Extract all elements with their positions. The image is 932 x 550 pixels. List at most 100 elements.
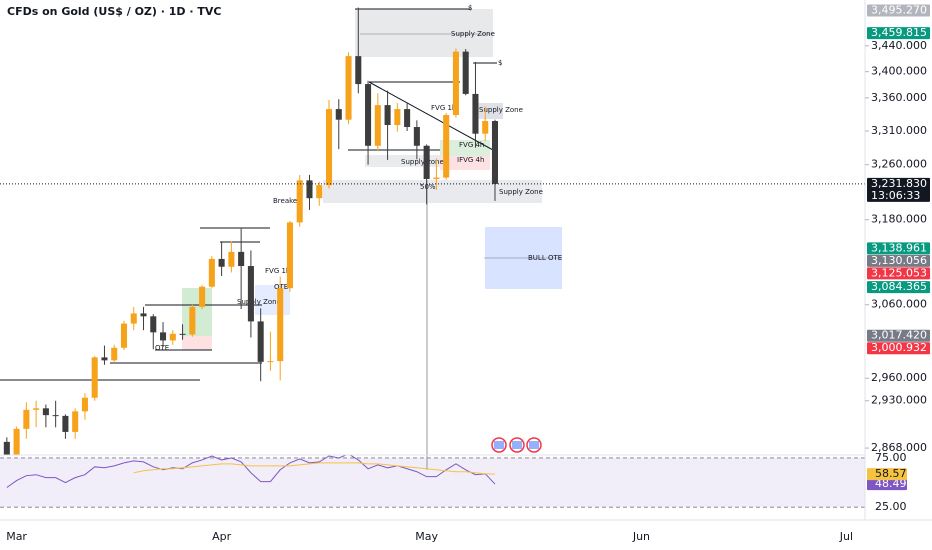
- candle-body: [267, 361, 274, 363]
- y-tick-label: 3,060.000: [871, 298, 927, 311]
- price-label: 3,000.932: [871, 341, 927, 354]
- candle-body: [208, 258, 215, 287]
- candle-body: [218, 258, 225, 267]
- zone: [440, 156, 490, 170]
- x-tick-label: Mar: [6, 530, 27, 543]
- annotation: Supply Zone: [499, 188, 543, 196]
- flag: [512, 441, 522, 449]
- annotation: Supply Zone: [479, 106, 523, 114]
- annotation: Breaker: [273, 197, 300, 205]
- rsi-line: [133, 462, 496, 475]
- price-label-box: [867, 281, 930, 294]
- candle-body: [306, 180, 313, 199]
- candle-body: [33, 408, 40, 410]
- value-label: 48.49: [875, 477, 907, 490]
- axes: 3,440.000 3,400.000 3,360.000 3,310.000 3,26…: [6, 4, 930, 543]
- y-tick-label: 2,868.000: [871, 441, 927, 454]
- candle-body: [199, 286, 206, 307]
- x-tick-label: Jul: [839, 530, 853, 543]
- y-tick-label: 2,930.000: [871, 394, 927, 407]
- annotation: OTE: [274, 283, 288, 291]
- price-label-box: [867, 329, 930, 342]
- drawing-line: [368, 81, 494, 151]
- candle-body: [72, 411, 79, 432]
- last-price-box: [867, 177, 930, 202]
- zone: [182, 336, 212, 350]
- candle-body: [120, 323, 128, 348]
- last-price-label: 3,231.830: [871, 177, 927, 190]
- candle-body: [472, 93, 479, 134]
- chart-title: CFDs on Gold (US$ / OZ) · 1D · TVC: [7, 5, 222, 18]
- candle-body: [423, 145, 430, 179]
- candle-body: [365, 84, 372, 146]
- y-tick-label: 3,400.000: [871, 65, 927, 78]
- price-label-box: [867, 4, 930, 17]
- price-label: 3,495.270: [871, 4, 927, 17]
- y-tick-label: 3,440.000: [871, 39, 927, 52]
- y-tick-label: 3,180.000: [871, 213, 927, 226]
- candle-body: [238, 251, 245, 267]
- candle-body: [3, 441, 10, 455]
- candle-body: [433, 177, 440, 179]
- candle-body: [491, 121, 499, 184]
- y-tick-label: 25.00: [875, 500, 907, 513]
- price-label-box: [867, 242, 930, 255]
- candle-body: [462, 51, 469, 94]
- title-backdrop: [0, 0, 170, 22]
- candle-body: [101, 357, 108, 361]
- candle-body: [169, 333, 176, 341]
- flag: [494, 441, 504, 449]
- x-tick-label: Apr: [212, 530, 232, 543]
- y-tick-label: 75.00: [875, 451, 907, 464]
- price-label: 3,138.961: [871, 241, 927, 254]
- annotation: Supply Zone: [237, 298, 281, 306]
- candle-body: [42, 408, 49, 416]
- rsi-band: [0, 457, 865, 508]
- annotation: FVG 1h: [431, 104, 456, 112]
- candle-body: [257, 321, 264, 362]
- price-label-box: [867, 27, 930, 40]
- zone: [365, 155, 440, 167]
- annotation: OTE: [155, 344, 169, 352]
- zone: [182, 288, 212, 336]
- price-label: 3,017.420: [871, 329, 927, 342]
- candle-body: [111, 347, 118, 361]
- y-tick-label: 3,360.000: [871, 91, 927, 104]
- rsi-pane: [0, 455, 865, 508]
- candle-body: [345, 56, 352, 120]
- candle-body: [335, 109, 342, 120]
- price-label: 3,459.815: [871, 26, 927, 39]
- candle-body: [81, 397, 88, 412]
- annotation: FVG 4h: [459, 141, 484, 149]
- value-label: 58.57: [875, 467, 907, 480]
- price-label-box: [867, 342, 930, 355]
- annotation: 50%: [420, 183, 436, 191]
- countdown-label: 13:06:33: [871, 189, 920, 202]
- annotations: $ Supply Zone $ Supply Zone FVG 1h FVG 4…: [155, 4, 562, 352]
- candle-body: [394, 109, 401, 126]
- annotation: BULL OTE: [528, 254, 562, 262]
- rsi-line: [6, 455, 496, 488]
- zone: [440, 140, 490, 156]
- annotation: Supply zone: [401, 158, 444, 166]
- candle-body: [23, 409, 30, 429]
- y-tick-label: 3,260.000: [871, 158, 927, 171]
- candle-body: [91, 357, 98, 398]
- candle-body: [374, 105, 381, 146]
- zone: [355, 9, 493, 57]
- candle-body: [247, 266, 254, 322]
- candle-body: [286, 222, 293, 289]
- price-label-box: [867, 267, 930, 280]
- price-label: 3,084.365: [871, 280, 927, 293]
- value-label-box: [867, 478, 907, 491]
- annotation: IFVG 4h: [457, 156, 484, 164]
- annotation: $: [468, 4, 472, 12]
- candle-body: [150, 316, 157, 333]
- x-tick-label: Jun: [632, 530, 650, 543]
- candle-body: [325, 109, 333, 186]
- candle-body: [160, 332, 167, 341]
- zone: [323, 180, 542, 203]
- candle-body: [130, 313, 137, 324]
- candle-body: [413, 127, 420, 146]
